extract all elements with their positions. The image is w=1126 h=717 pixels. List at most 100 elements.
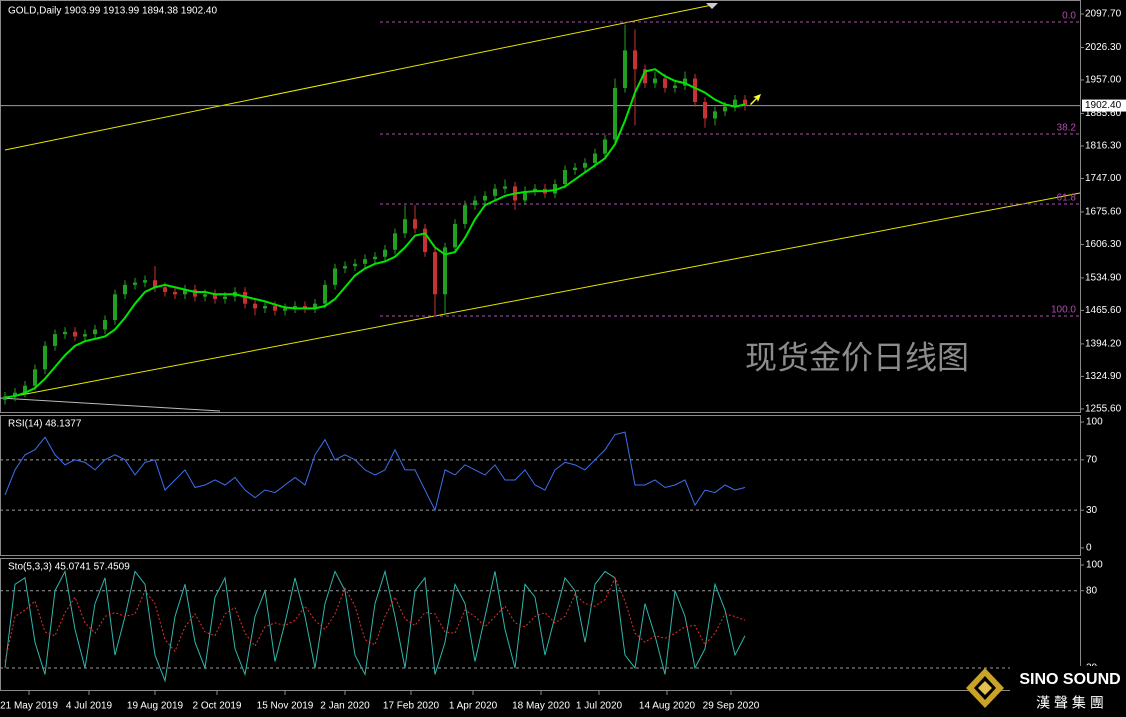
plot: 2097.70 2026.30 1957.00 1885.60 1816.30 1747.…	[0, 9, 1126, 712]
candle-body	[583, 162, 587, 168]
x-tick-label: 18 May 2020	[512, 701, 570, 712]
y-tick-label: 1606.30	[1085, 239, 1122, 250]
y-tick-label: 1465.60	[1085, 305, 1122, 316]
x-tick-label: 2 Jan 2020	[320, 701, 370, 712]
channel-lower	[4, 192, 1081, 399]
y-tick-label: 70	[1086, 454, 1098, 465]
x-tick-label: 4 Jul 2019	[66, 701, 113, 712]
candle-body	[723, 106, 727, 112]
candle-body	[273, 306, 277, 311]
fib-label: 38.2	[1057, 123, 1077, 134]
logo: SINO SOUND 漢 聲 集 團	[966, 666, 1124, 714]
candle-body	[523, 191, 527, 201]
candle-body	[133, 282, 137, 285]
fib-label: 61.8	[1057, 193, 1077, 204]
rsi-title: RSI(14) 48.1377	[8, 419, 82, 430]
y-tick-label: 1957.00	[1085, 75, 1122, 86]
candle-body	[243, 291, 247, 304]
candle-body	[713, 111, 717, 119]
fib-label: 0.0	[1062, 11, 1076, 22]
candle-body	[373, 256, 377, 260]
fib-label: 100.0	[1051, 305, 1076, 316]
x-tick-label: 1 Jul 2020	[576, 701, 623, 712]
candle-body	[503, 186, 507, 189]
x-tick-label: 19 Aug 2019	[127, 701, 184, 712]
y-tick-label: 2097.70	[1085, 9, 1122, 20]
candle-body	[483, 195, 487, 201]
candle-body	[443, 247, 447, 295]
candle-body	[143, 280, 147, 283]
candle-body	[263, 306, 267, 309]
candle-body	[203, 294, 207, 297]
candle-body	[493, 188, 497, 196]
candle-body	[163, 287, 167, 292]
candle-body	[673, 85, 677, 88]
channel-upper	[4, 4, 713, 151]
y-tick-label: 1885.60	[1085, 108, 1122, 119]
candle-body	[173, 291, 177, 295]
candle-body	[733, 99, 737, 107]
y-tick-label: 2026.30	[1085, 42, 1122, 53]
y-tick-label: 1816.30	[1085, 141, 1122, 152]
candle-body	[403, 219, 407, 234]
candle-body	[633, 50, 637, 70]
candle-body	[183, 289, 187, 295]
candle-body	[463, 205, 467, 224]
candle-body	[353, 263, 357, 267]
indicator-line	[4, 569, 746, 683]
candle-body	[383, 249, 387, 257]
candle-body	[63, 331, 67, 335]
x-tick-label: 14 Aug 2020	[639, 701, 696, 712]
candle-body	[683, 78, 687, 86]
x-tick-label: 15 Nov 2019	[257, 701, 314, 712]
logo-name: SINO SOUND	[1019, 671, 1120, 688]
candle-body	[643, 69, 647, 84]
candle-body	[623, 50, 627, 88]
candle-body	[23, 385, 27, 393]
y-tick-label: 80	[1086, 585, 1098, 596]
indicator-line	[4, 576, 746, 662]
candle-body	[533, 188, 537, 192]
candle-body	[13, 392, 17, 397]
y-tick-label: 1394.20	[1085, 339, 1122, 350]
candle-body	[593, 153, 597, 163]
candle-body	[193, 289, 197, 297]
y-tick-label: 1534.90	[1085, 273, 1122, 284]
candle-body	[123, 284, 127, 295]
candle-body	[303, 306, 307, 309]
candle-body	[153, 280, 157, 288]
candle-body	[3, 396, 7, 400]
candle-body	[113, 294, 117, 321]
current-price-label: 1902.40	[1085, 100, 1122, 111]
candle-body	[33, 369, 37, 386]
x-tick-label: 21 May 2019	[0, 701, 58, 712]
candle-body	[253, 303, 257, 309]
trend-line	[0, 397, 221, 412]
candle-body	[703, 102, 707, 119]
x-tick-label: 29 Sep 2020	[703, 701, 760, 712]
moving-average	[4, 68, 746, 399]
logo-mark-core	[978, 681, 992, 695]
candle-body	[603, 139, 607, 154]
candle-body	[213, 294, 217, 299]
price-panel	[0, 0, 1081, 413]
candle-body	[73, 331, 77, 337]
candle-body	[333, 268, 337, 285]
candle-body	[653, 78, 657, 84]
sto-panel	[0, 558, 1081, 691]
y-tick-label: 100	[1086, 417, 1103, 428]
y-tick-label: 1675.60	[1085, 207, 1122, 218]
sto-title: Sto(5,3,3) 45.0741 57.4509	[8, 562, 130, 573]
candle-body	[663, 78, 667, 88]
candle-body	[473, 200, 477, 206]
candle-body	[223, 296, 227, 299]
chart-title: GOLD,Daily 1903.99 1913.99 1894.38 1902.…	[8, 6, 217, 17]
candle-body	[553, 184, 557, 194]
candle-body	[563, 170, 567, 185]
panel-frames	[0, 0, 1081, 691]
candle-body	[93, 329, 97, 335]
rsi-panel	[0, 415, 1081, 556]
y-tick-label: 30	[1086, 505, 1098, 516]
candle-body	[413, 219, 417, 229]
